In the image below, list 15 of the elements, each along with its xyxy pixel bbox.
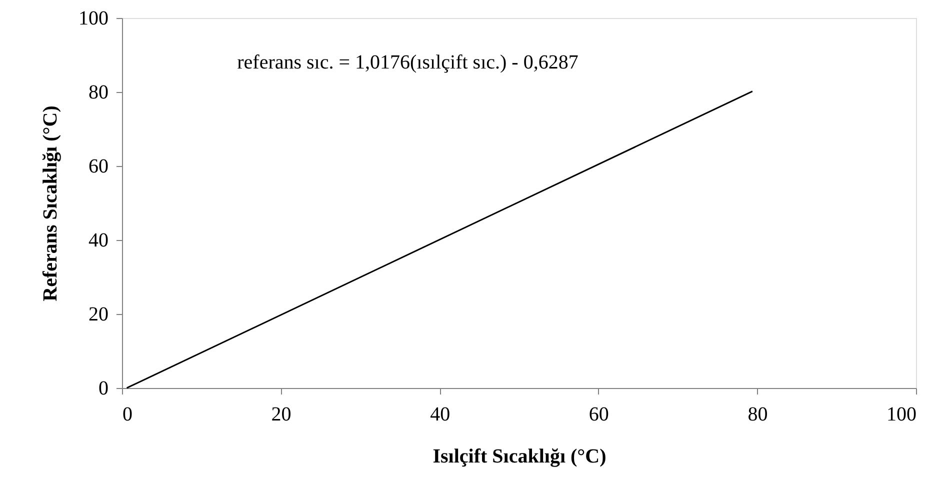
y-tick-label: 60 [88,156,108,178]
x-tick-label: 20 [271,404,292,426]
x-axis-title: Isılçift Sıcaklığı (°C) [432,446,606,468]
y-tick-label: 40 [88,230,108,252]
x-tick-label: 80 [748,404,768,426]
x-tick-label: 100 [886,404,916,426]
x-tick-label: 40 [430,404,450,426]
y-tick-label: 20 [88,304,108,326]
y-tick-label: 0 [98,378,108,400]
x-tick-label: 0 [122,404,132,426]
x-tick-label: 60 [588,404,609,426]
y-axis-title: Referans Sıcaklığı (°C) [40,106,62,302]
annotation: referans sıc. = 1,0176(ısılçift sıc.) - 0,6287 [237,51,578,74]
y-tick-label: 100 [78,8,108,30]
y-tick-label: 80 [88,82,108,104]
